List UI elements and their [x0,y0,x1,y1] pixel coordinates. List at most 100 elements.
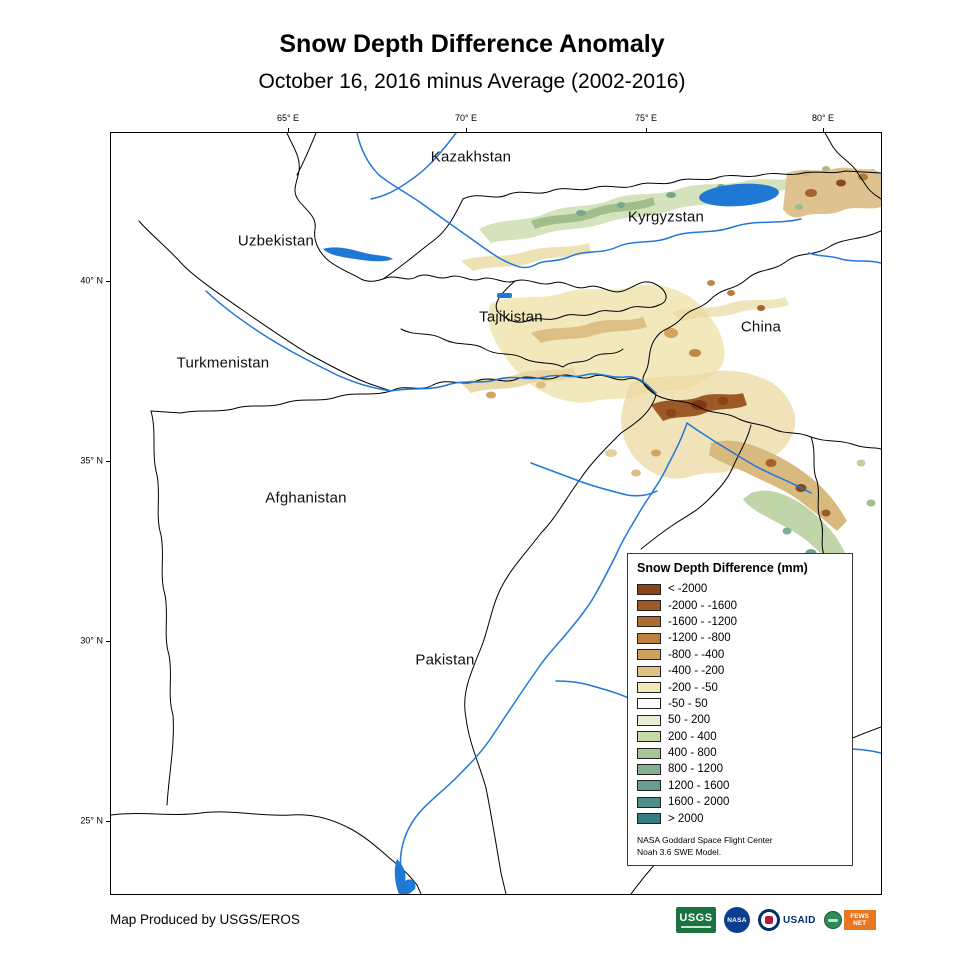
border-wedge-spur [296,133,317,176]
usaid-emblem-icon [758,909,780,931]
fews-net-logo: FEWS NET [823,909,876,931]
lake-kayrakkum [497,293,512,298]
border-tashkent-ne [382,198,464,280]
lat-label-40n: 40° N [80,275,103,286]
border-tajik-uzbek [400,328,624,368]
label-turkmenistan: Turkmenistan [176,354,270,372]
label-tajikistan: Tajikistan [479,308,543,326]
tick-80e [823,128,824,133]
border-loc [640,424,752,550]
legend-source-line1: NASA Goddard Space Flight Center [637,834,773,845]
tick-25n [106,821,111,822]
tick-40n [106,281,111,282]
border-kazakh-china [824,133,881,200]
legend-swatch [637,632,661,644]
legend-swatch [637,600,661,612]
page-title: Snow Depth Difference Anomaly [279,30,665,58]
legend-row: 800 - 1200 [628,761,852,777]
lake-aydarkul [323,247,393,262]
legend-source-line2: Noah 3.6 SWE Model. [637,847,722,858]
coastline [111,811,422,894]
legend-swatch [637,698,661,710]
legend-row: 400 - 800 [628,745,852,761]
river-syr-darya [356,133,802,269]
usgs-logo-bar [681,925,711,928]
lon-label-80e: 80° E [811,113,835,123]
border-uzbek-kyrgyz-w [382,274,516,283]
indus-delta [394,859,416,894]
usgs-logo: USGS [676,907,716,933]
label-pakistan: Pakistan [415,651,475,669]
legend-swatch [637,665,661,677]
label-uzbekistan: Uzbekistan [237,232,315,250]
legend-swatch [637,682,661,694]
river-indus [399,422,688,894]
river-kabul [530,462,658,497]
border-iran-afghan [150,410,174,806]
label-kazakhstan: Kazakhstan [430,148,512,166]
map-credit: Map Produced by USGS/EROS [110,912,300,927]
tick-70e [466,128,467,133]
lake-issyk-kul [699,183,779,207]
page-subtitle: October 16, 2016 minus Average (2002-201… [258,70,686,93]
border-karakoram [655,394,881,450]
river-upper-indus [686,422,812,494]
border-kyrgyz-china [642,230,881,396]
legend-row: 1200 - 1600 [628,778,852,794]
legend-row: -800 - -400 [628,647,852,663]
legend-swatch [637,780,661,792]
legend-swatch [637,747,661,759]
border-afghan-pak [464,394,657,894]
lat-label-30n: 30° N [80,635,103,646]
legend-swatch [637,583,661,595]
lat-label-25n: 25° N [80,815,103,826]
map-frame: 65° E 70° E 75° E 80° E 40° N 35° N 30° … [80,113,882,895]
legend-row: -1200 - -800 [628,630,852,646]
label-afghanistan: Afghanistan [265,489,347,507]
usaid-logo: USAID [758,909,816,931]
tick-65e [288,128,289,133]
legend-row: -200 - -50 [628,679,852,695]
lon-label-70e: 70° E [454,113,478,123]
legend-title: Snow Depth Difference (mm) [637,561,808,575]
border-india-china [810,436,826,558]
border-turkmen-uzbek [138,220,392,392]
legend-row: < -2000 [628,581,852,597]
legend-row: -400 - -200 [628,663,852,679]
legend-swatch [637,649,661,661]
border-fergana-loop [495,279,667,323]
legend-row: -1600 - -1200 [628,614,852,630]
label-kyrgyzstan: Kyrgyzstan [627,208,705,226]
legend-swatch [637,731,661,743]
snow-anomaly-layer [461,166,881,573]
tick-30n [106,641,111,642]
tick-35n [106,461,111,462]
river-chu [370,133,457,200]
legend-row: > 2000 [628,810,852,826]
lon-label-75e: 75° E [634,113,658,123]
legend-swatch [637,796,661,808]
label-china: China [740,318,782,336]
lat-label-35n: 35° N [80,455,103,466]
legend-row: 50 - 200 [628,712,852,728]
logo-bar: USGS NASA USAID FEWS NET [676,902,876,938]
nasa-logo: NASA [724,907,750,933]
border-kazakh-kyrgyz [462,170,881,200]
legend-row: -2000 - -1600 [628,597,852,613]
legend-swatch [637,763,661,775]
river-amu-darya [205,290,657,394]
fews-globe-icon [823,911,842,929]
map-legend: Snow Depth Difference (mm) < -2000 -2000… [627,553,853,867]
lakes [323,183,779,894]
legend-row: 200 - 400 [628,729,852,745]
legend-swatch [637,714,661,726]
lon-label-65e: 65° E [276,113,300,123]
legend-swatch [637,813,661,825]
river-tarim [808,252,881,264]
legend-row: 1600 - 2000 [628,794,852,810]
legend-source-note: NASA Goddard Space Flight Center Noah 3.… [628,827,852,859]
tick-75e [646,128,647,133]
border-turkmen-afghan [150,390,392,414]
legend-swatch [637,616,661,628]
legend-row: -50 - 50 [628,696,852,712]
